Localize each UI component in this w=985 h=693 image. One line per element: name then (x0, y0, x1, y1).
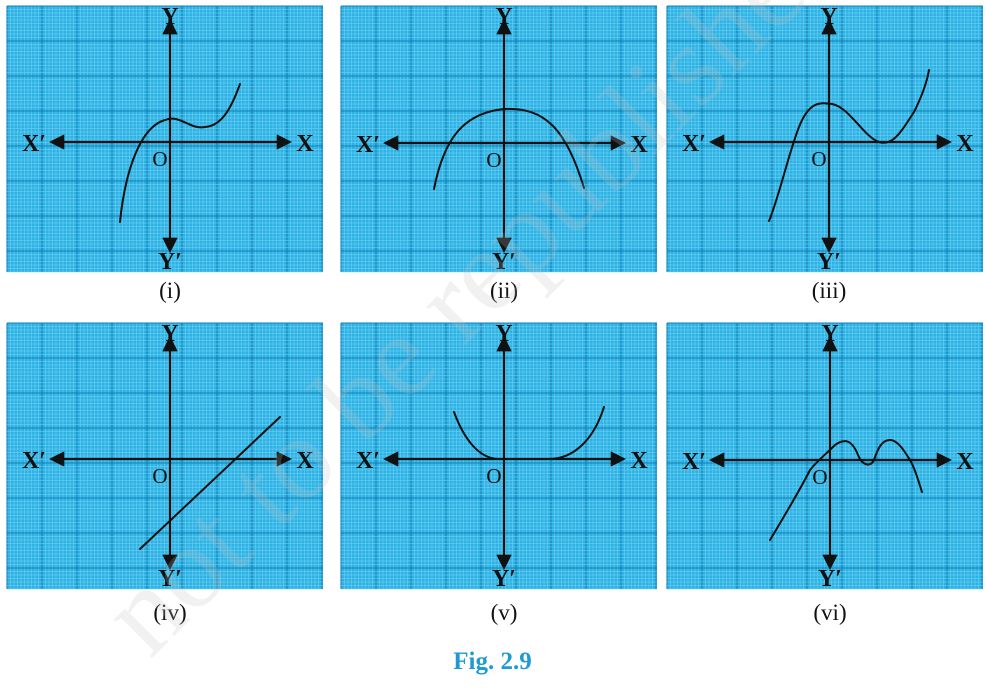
origin-label: O (811, 147, 826, 171)
x-prime-label: X′ (22, 131, 46, 157)
y-axis-label: Y (821, 321, 838, 347)
panel-label: (v) (491, 600, 518, 625)
x-axis-label: X (956, 449, 974, 475)
panel-label: (i) (159, 278, 181, 303)
figure-caption: Fig. 2.9 (453, 648, 532, 675)
x-prime-label: X′ (356, 448, 380, 474)
x-axis-label: X (296, 131, 314, 157)
graph-curve (119, 83, 241, 223)
panel-label: (iii) (812, 278, 847, 303)
panel-label: (ii) (490, 278, 518, 303)
y-axis-label: Y (495, 4, 512, 30)
y-prime-label: Y′ (492, 566, 516, 592)
graph-panel-1: X′ X Y Y′ O (i) (6, 4, 323, 303)
y-prime-label: Y′ (817, 249, 841, 275)
y-axis-label: Y (161, 4, 178, 30)
x-prime-label: X′ (22, 448, 46, 474)
x-axis-label: X (630, 448, 648, 474)
graph-curve (768, 69, 930, 222)
graph-panel-6: X′ X Y Y′ O (vi) (666, 321, 983, 625)
origin-label: O (812, 465, 827, 489)
x-axis-label: X (956, 131, 974, 157)
origin-label: O (486, 464, 501, 488)
y-axis-label: Y (495, 321, 512, 347)
x-axis-label: X (630, 132, 648, 158)
origin-label: O (486, 148, 501, 172)
panel-label: (vi) (813, 600, 846, 625)
graph-panel-4: X′ X Y Y′ O (iv) (6, 321, 323, 625)
y-prime-label: Y′ (158, 249, 182, 275)
x-prime-label: X′ (356, 132, 380, 158)
graph-panel-3: X′ X Y Y′ O (iii) (666, 4, 983, 303)
y-prime-label: Y′ (158, 566, 182, 592)
graph-curve (139, 416, 281, 550)
x-axis-label: X (296, 448, 314, 474)
x-prime-label: X′ (682, 131, 706, 157)
x-prime-label: X′ (682, 449, 706, 475)
y-axis-label: Y (820, 4, 837, 30)
graph-panel-5: X′ X Y Y′ O (v) (340, 321, 657, 625)
panel-label: (iv) (153, 600, 186, 625)
y-prime-label: Y′ (492, 249, 516, 275)
graph-curve (769, 438, 923, 541)
origin-label: O (152, 464, 167, 488)
y-prime-label: Y′ (818, 566, 842, 592)
graph-curve (433, 107, 585, 190)
graph-curve (453, 406, 605, 460)
graph-panel-2: X′ X Y Y′ O (ii) (340, 4, 657, 303)
y-axis-label: Y (161, 321, 178, 347)
origin-label: O (152, 147, 167, 171)
